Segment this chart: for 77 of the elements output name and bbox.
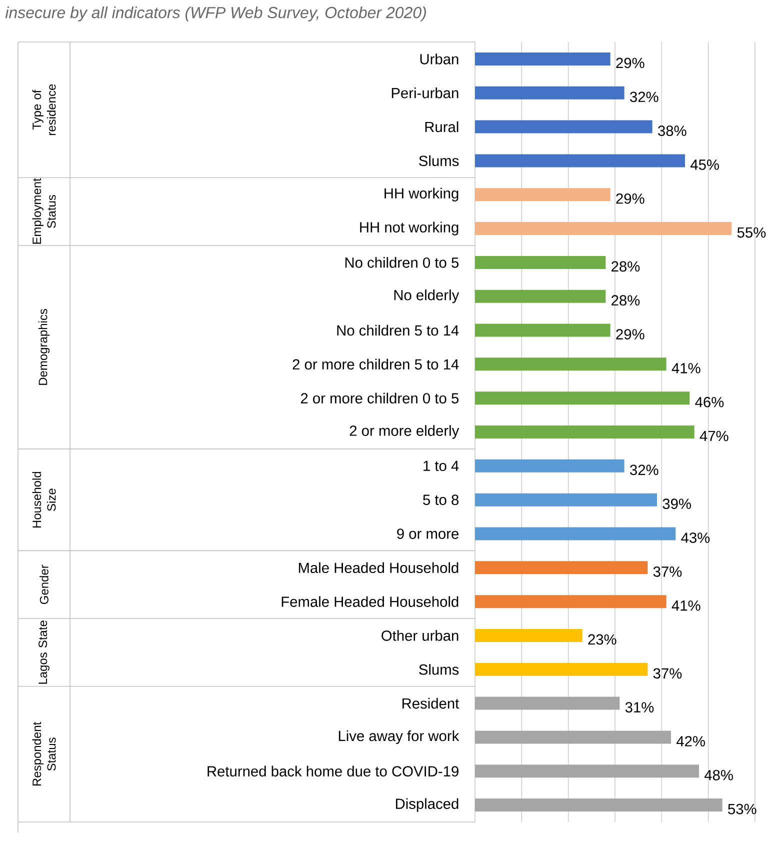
bar (474, 561, 648, 574)
data-label: 37% (653, 668, 682, 679)
text: Type of residence (32, 84, 56, 136)
bar (474, 730, 671, 744)
y-tick-label: Other urban (382, 630, 458, 641)
bar (474, 527, 676, 540)
bar (474, 459, 624, 472)
data-label: 41% (672, 600, 700, 611)
data-label: 37% (653, 566, 682, 577)
y-tick-label: Female Headed Household (282, 596, 458, 607)
y-tick-label: Male Headed Household (298, 562, 458, 574)
y-tick-label: Returned back home due to COVID-19 (208, 766, 458, 777)
bar (474, 662, 648, 676)
text: Lagos State (38, 620, 50, 684)
data-label: 47% (700, 430, 728, 442)
bar (474, 696, 620, 710)
data-label: 23% (588, 634, 616, 645)
y-tick-label: HH not working (360, 222, 458, 236)
y-tick-label: No children 5 to 14 (337, 324, 459, 336)
bar (474, 120, 652, 134)
data-label: 31% (625, 702, 654, 713)
y-tick-label: No children 0 to 5 (345, 257, 459, 268)
bar (474, 324, 610, 337)
data-label: 32% (630, 92, 658, 102)
bar (474, 154, 685, 168)
y-tick-label: Rural (425, 121, 458, 132)
y-tick-label: 2 or more children 5 to 14 (292, 358, 459, 370)
text: Demographics (38, 308, 50, 385)
y-tick-label: 2 or more elderly (350, 425, 460, 439)
bar (474, 256, 606, 269)
y-tick-label: Slums (419, 664, 459, 675)
y-tick-label: 2 or more children 0 to 5 (300, 392, 459, 404)
data-label: 38% (658, 126, 686, 136)
data-label: 32% (630, 464, 658, 476)
text: Employment Status (32, 178, 56, 244)
y-tick-label: Live away for work (338, 730, 460, 744)
text: insecure by all indicators (WFP Web Survey, October 2020) (5, 6, 426, 22)
data-label: 28% (612, 295, 640, 306)
bar (474, 493, 657, 506)
y-tick-label: Peri-urban (392, 87, 458, 98)
y-tick-label: Urban (420, 54, 458, 64)
y-tick-label: Slums (419, 155, 459, 166)
data-label: 41% (672, 363, 700, 374)
bar (474, 52, 610, 66)
bar (474, 290, 606, 303)
data-label: 55% (737, 227, 766, 238)
y-tick-label: HH working (384, 188, 458, 202)
bar (474, 188, 610, 202)
bar (474, 628, 582, 642)
y-tick-label: No elderly (394, 290, 460, 304)
data-label: 42% (676, 736, 705, 746)
bar (474, 764, 699, 778)
bar (474, 392, 690, 405)
y-tick-label: Displaced (396, 798, 458, 812)
text: Household Size (32, 472, 56, 528)
y-tick-label: 5 to 8 (423, 494, 459, 506)
text: Gender (40, 564, 48, 604)
data-label: 29% (616, 58, 644, 68)
bar (474, 595, 666, 608)
bar (474, 426, 694, 439)
bar (474, 358, 666, 371)
data-label: 48% (704, 770, 733, 780)
data-label: 46% (695, 396, 724, 408)
y-tick-label: 1 to 4 (424, 460, 459, 472)
y-tick-label: 9 or more (397, 528, 459, 539)
bar (474, 222, 732, 236)
data-label: 43% (681, 532, 710, 543)
data-label: 39% (662, 498, 691, 510)
data-label: 29% (616, 193, 644, 204)
text: Respondent Status (32, 722, 56, 786)
data-label: 53% (728, 804, 756, 814)
data-label: 45% (690, 160, 719, 170)
bar (474, 798, 722, 812)
y-tick-label: Resident (402, 698, 460, 709)
data-label: 28% (612, 261, 640, 272)
bar (474, 86, 624, 100)
data-label: 29% (616, 329, 644, 340)
